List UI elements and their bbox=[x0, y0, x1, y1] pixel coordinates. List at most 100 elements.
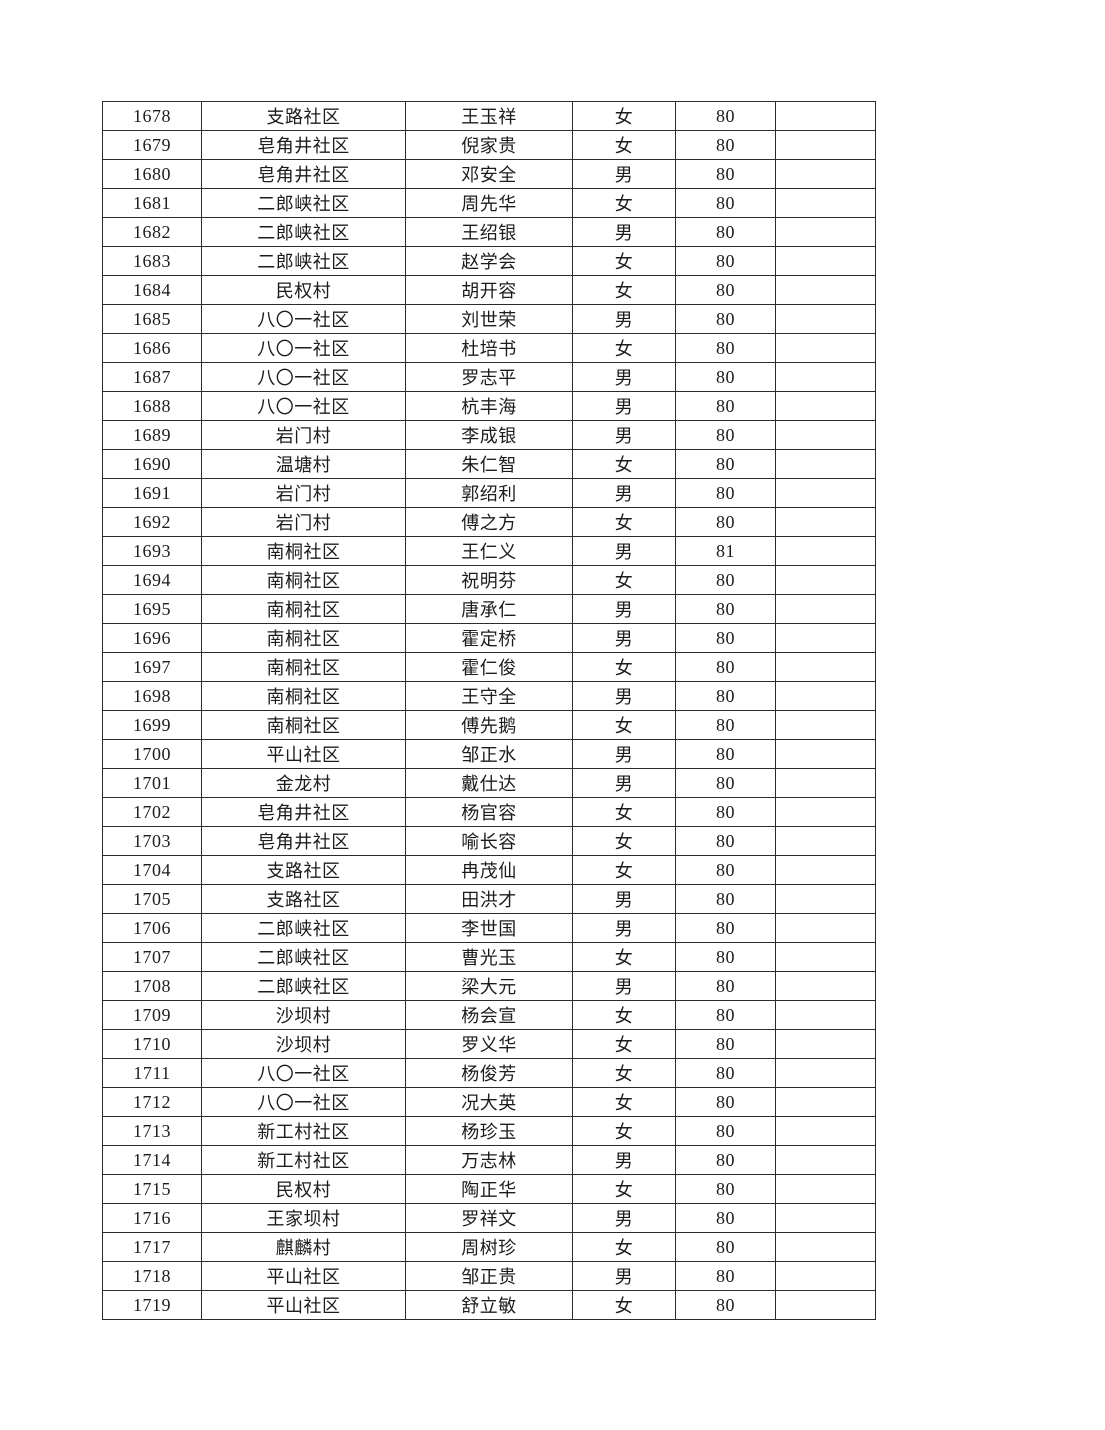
cell-name: 罗祥文 bbox=[405, 1203, 573, 1233]
cell-id: 1712 bbox=[102, 1087, 202, 1117]
cell-gender: 女 bbox=[572, 710, 676, 740]
cell-age: 80 bbox=[675, 275, 776, 305]
cell-community: 平山社区 bbox=[201, 739, 406, 769]
cell-gender: 女 bbox=[572, 1232, 676, 1262]
cell-age: 80 bbox=[675, 913, 776, 943]
cell-gender: 男 bbox=[572, 362, 676, 392]
cell-gender: 女 bbox=[572, 1029, 676, 1059]
cell-id: 1682 bbox=[102, 217, 202, 247]
cell-name: 祝明芬 bbox=[405, 565, 573, 595]
cell-gender: 女 bbox=[572, 1174, 676, 1204]
cell-note bbox=[775, 565, 876, 595]
table-row: 1716 王家坝村 罗祥文男 80 bbox=[102, 1203, 876, 1233]
cell-age: 80 bbox=[675, 971, 776, 1001]
cell-gender: 女 bbox=[572, 565, 676, 595]
cell-gender: 女 bbox=[572, 652, 676, 682]
cell-id: 1687 bbox=[102, 362, 202, 392]
cell-gender: 女 bbox=[572, 855, 676, 885]
table-row: 1700 平山社区 邹正水男 80 bbox=[102, 739, 876, 769]
table-row: 1680 皂角井社区 邓安全男 80 bbox=[102, 159, 876, 189]
cell-note bbox=[775, 536, 876, 566]
cell-name: 傅之方 bbox=[405, 507, 573, 537]
cell-age: 80 bbox=[675, 101, 776, 131]
cell-note bbox=[775, 1290, 876, 1320]
cell-age: 80 bbox=[675, 391, 776, 421]
cell-note bbox=[775, 304, 876, 334]
table-row: 1683 二郎峡社区 赵学会女 80 bbox=[102, 246, 876, 276]
cell-gender: 女 bbox=[572, 188, 676, 218]
cell-id: 1697 bbox=[102, 652, 202, 682]
table-row: 1704 支路社区 冉茂仙女 80 bbox=[102, 855, 876, 885]
cell-note bbox=[775, 1058, 876, 1088]
cell-id: 1719 bbox=[102, 1290, 202, 1320]
cell-community: 八〇一社区 bbox=[201, 362, 406, 392]
cell-gender: 女 bbox=[572, 130, 676, 160]
cell-age: 80 bbox=[675, 739, 776, 769]
table-row: 1712 八〇一社区 况大英女 80 bbox=[102, 1087, 876, 1117]
table-row: 1684 民权村 胡开容女 80 bbox=[102, 275, 876, 305]
table-row: 1697 南桐社区 霍仁俊女 80 bbox=[102, 652, 876, 682]
table-row: 1711 八〇一社区 杨俊芳女 80 bbox=[102, 1058, 876, 1088]
cell-note bbox=[775, 362, 876, 392]
cell-name: 梁大元 bbox=[405, 971, 573, 1001]
cell-gender: 男 bbox=[572, 478, 676, 508]
cell-id: 1680 bbox=[102, 159, 202, 189]
cell-id: 1704 bbox=[102, 855, 202, 885]
cell-name: 周先华 bbox=[405, 188, 573, 218]
cell-gender: 男 bbox=[572, 1145, 676, 1175]
cell-community: 岩门村 bbox=[201, 420, 406, 450]
cell-age: 80 bbox=[675, 942, 776, 972]
cell-id: 1698 bbox=[102, 681, 202, 711]
cell-note bbox=[775, 855, 876, 885]
table-row: 1713 新工村社区 杨珍玉女 80 bbox=[102, 1116, 876, 1146]
cell-note bbox=[775, 768, 876, 798]
cell-community: 支路社区 bbox=[201, 884, 406, 914]
cell-gender: 女 bbox=[572, 942, 676, 972]
cell-age: 80 bbox=[675, 507, 776, 537]
table-row: 1695 南桐社区 唐承仁男 80 bbox=[102, 594, 876, 624]
cell-name: 万志林 bbox=[405, 1145, 573, 1175]
cell-gender: 女 bbox=[572, 1290, 676, 1320]
cell-age: 80 bbox=[675, 884, 776, 914]
cell-community: 南桐社区 bbox=[201, 565, 406, 595]
cell-age: 80 bbox=[675, 478, 776, 508]
cell-gender: 女 bbox=[572, 1087, 676, 1117]
cell-gender: 男 bbox=[572, 971, 676, 1001]
cell-note bbox=[775, 101, 876, 131]
table-row: 1685 八〇一社区 刘世荣男 80 bbox=[102, 304, 876, 334]
cell-community: 八〇一社区 bbox=[201, 391, 406, 421]
cell-id: 1705 bbox=[102, 884, 202, 914]
table-row: 1686 八〇一社区 杜培书女 80 bbox=[102, 333, 876, 363]
table-row: 1709 沙坝村 杨会宣女 80 bbox=[102, 1000, 876, 1030]
cell-gender: 男 bbox=[572, 304, 676, 334]
cell-community: 南桐社区 bbox=[201, 710, 406, 740]
cell-community: 支路社区 bbox=[201, 101, 406, 131]
cell-community: 平山社区 bbox=[201, 1261, 406, 1291]
table-row: 1693 南桐社区 王仁义男 81 bbox=[102, 536, 876, 566]
cell-gender: 女 bbox=[572, 275, 676, 305]
cell-gender: 女 bbox=[572, 333, 676, 363]
cell-note bbox=[775, 1116, 876, 1146]
cell-gender: 男 bbox=[572, 681, 676, 711]
table-row: 1687 八〇一社区 罗志平男 80 bbox=[102, 362, 876, 392]
cell-gender: 男 bbox=[572, 768, 676, 798]
table-row: 1692 岩门村 傅之方女 80 bbox=[102, 507, 876, 537]
cell-note bbox=[775, 1203, 876, 1233]
cell-community: 沙坝村 bbox=[201, 1000, 406, 1030]
cell-name: 李成银 bbox=[405, 420, 573, 450]
cell-name: 郭绍利 bbox=[405, 478, 573, 508]
cell-age: 80 bbox=[675, 1145, 776, 1175]
cell-gender: 男 bbox=[572, 391, 676, 421]
table-row: 1717 麒麟村 周树珍女 80 bbox=[102, 1232, 876, 1262]
table-row: 1715 民权村 陶正华女 80 bbox=[102, 1174, 876, 1204]
table-row: 1691 岩门村 郭绍利男 80 bbox=[102, 478, 876, 508]
cell-age: 80 bbox=[675, 246, 776, 276]
table-row: 1718 平山社区 邹正贵男 80 bbox=[102, 1261, 876, 1291]
cell-name: 杨珍玉 bbox=[405, 1116, 573, 1146]
table-row: 1690 温塘村 朱仁智女 80 bbox=[102, 449, 876, 479]
cell-name: 周树珍 bbox=[405, 1232, 573, 1262]
cell-id: 1685 bbox=[102, 304, 202, 334]
cell-community: 八〇一社区 bbox=[201, 304, 406, 334]
cell-community: 二郎峡社区 bbox=[201, 971, 406, 1001]
cell-id: 1710 bbox=[102, 1029, 202, 1059]
